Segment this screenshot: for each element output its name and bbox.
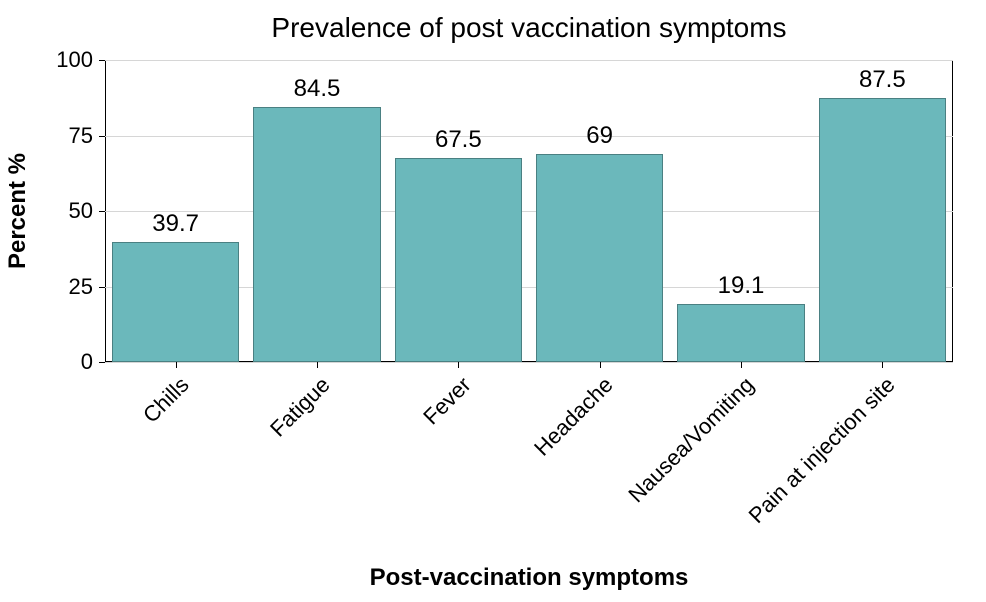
x-tick-label: Fever — [419, 372, 477, 430]
bar — [395, 158, 522, 362]
x-tick-label: Chills — [138, 372, 194, 428]
x-tick-label: Nausea/Vomiting — [623, 372, 759, 508]
bar-border — [536, 154, 663, 362]
x-tick-mark — [600, 362, 601, 368]
value-label: 69 — [586, 122, 613, 150]
x-tick-label: Headache — [529, 372, 618, 461]
x-axis-label: Post-vaccination symptoms — [105, 564, 953, 592]
x-tick-mark — [741, 362, 742, 368]
value-label: 67.5 — [435, 126, 482, 154]
grid-line — [105, 362, 953, 363]
y-tick-label: 0 — [33, 349, 93, 375]
bar-border — [395, 158, 522, 362]
chart-stage: Prevalence of post vaccination symptoms … — [0, 0, 986, 602]
grid-line — [105, 60, 953, 61]
bar — [819, 98, 946, 362]
plot-area: 39.7 84.5 67.5 69 19.1 87.5 — [105, 60, 953, 362]
y-tick-mark — [99, 287, 105, 288]
y-tick-mark — [99, 136, 105, 137]
x-tick-label: Fatigue — [265, 372, 335, 442]
bar-border — [112, 242, 239, 362]
chart-title: Prevalence of post vaccination symptoms — [105, 12, 953, 44]
y-tick-mark — [99, 211, 105, 212]
x-tick-mark — [882, 362, 883, 368]
bar — [536, 154, 663, 362]
bar-border — [253, 107, 380, 362]
y-tick-label: 75 — [33, 123, 93, 149]
value-label: 39.7 — [152, 210, 199, 238]
value-label: 19.1 — [718, 272, 765, 300]
x-tick-mark — [176, 362, 177, 368]
y-tick-label: 50 — [33, 198, 93, 224]
y-tick-mark — [99, 60, 105, 61]
bar — [677, 304, 804, 362]
y-tick-label: 25 — [33, 274, 93, 300]
bar — [253, 107, 380, 362]
bar — [112, 242, 239, 362]
x-tick-label: Pain at injection site — [744, 372, 901, 529]
y-tick-label: 100 — [33, 47, 93, 73]
bar-border — [819, 98, 946, 362]
y-tick-mark — [99, 362, 105, 363]
x-tick-mark — [317, 362, 318, 368]
value-label: 87.5 — [859, 66, 906, 94]
y-axis-label: Percent % — [4, 153, 32, 269]
value-label: 84.5 — [294, 75, 341, 103]
bar-border — [677, 304, 804, 362]
x-tick-mark — [458, 362, 459, 368]
